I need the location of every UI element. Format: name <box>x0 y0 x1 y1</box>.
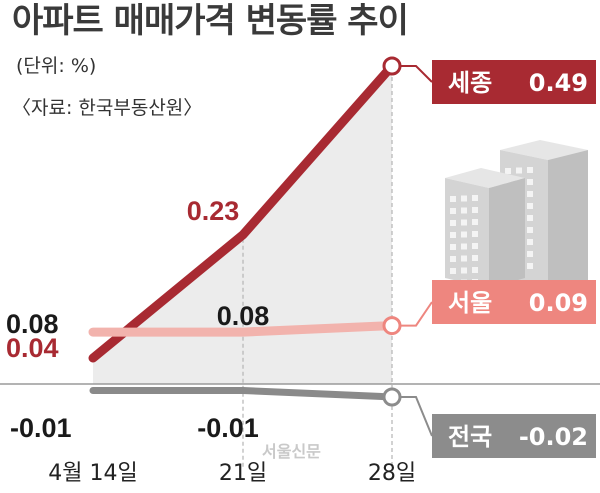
legend-tag <box>432 60 596 104</box>
building-window <box>461 219 467 226</box>
building-window <box>472 195 478 201</box>
legend-tag-name: 전국 <box>448 423 492 451</box>
building-roof <box>445 168 525 188</box>
building-window <box>527 239 533 245</box>
building-window <box>461 207 467 214</box>
building-window <box>527 179 533 185</box>
legend-tag-value: 0.49 <box>529 69 588 97</box>
building-window <box>450 196 456 202</box>
data-label: 0.08 <box>6 309 59 339</box>
series-end-marker <box>382 387 402 407</box>
background-layer <box>93 66 392 384</box>
building-side <box>489 178 525 288</box>
building-window <box>527 215 533 221</box>
source-note: 〈자료: 한국부동산원〉 <box>12 97 202 119</box>
building-window <box>461 267 467 274</box>
building-window <box>450 208 456 214</box>
building-window <box>450 256 456 262</box>
legend-leader <box>401 301 433 327</box>
building-window <box>527 251 533 257</box>
building-window <box>527 203 533 209</box>
building-window <box>450 244 456 250</box>
legend-tags: 세종 0.49 서울 0.09 전국 -0.02 <box>401 60 596 458</box>
data-label: -0.01 <box>197 413 259 443</box>
building-window <box>461 231 467 238</box>
building-window <box>527 191 533 197</box>
building-window <box>527 227 533 233</box>
data-label: 0.23 <box>187 196 240 226</box>
building-window <box>450 268 456 274</box>
axis-layer: 4월 14일 21일 28일 <box>0 70 600 486</box>
series-line <box>88 61 397 363</box>
x-tick-label: 28일 <box>368 461 416 486</box>
building-window <box>450 232 456 238</box>
legend-tag-name: 세종 <box>448 69 492 97</box>
building-roof <box>500 140 588 160</box>
building-window <box>461 195 467 202</box>
building-window <box>472 207 478 213</box>
building-window <box>527 167 533 173</box>
legend-tag-name: 서울 <box>448 289 492 317</box>
legend-tag-value: 0.09 <box>529 289 588 317</box>
building-window <box>505 168 511 174</box>
data-label: 0.08 <box>217 301 270 331</box>
building-side <box>548 150 588 290</box>
legend-tag-value: -0.02 <box>519 423 588 451</box>
series-end-marker <box>382 316 402 336</box>
series-layer <box>88 56 402 407</box>
data-label: -0.01 <box>10 413 72 443</box>
x-tick-label: 21일 <box>219 461 267 486</box>
building-window <box>461 255 467 262</box>
building-window <box>472 219 478 225</box>
watermark-text: 서울신문 <box>262 442 321 461</box>
legend-tag <box>432 414 596 458</box>
building-window <box>472 267 478 273</box>
data-label: 0.04 <box>6 333 59 363</box>
building-window <box>472 243 478 249</box>
building-window <box>472 231 478 237</box>
legend-leader <box>401 395 433 437</box>
building-window <box>472 255 478 261</box>
series-line <box>88 321 397 337</box>
building-window <box>516 167 522 174</box>
building-illustration <box>445 140 588 298</box>
legend-leader <box>401 65 433 83</box>
series-line <box>89 386 396 401</box>
unit-note: (단위: %) <box>16 55 96 77</box>
building-window <box>527 263 533 269</box>
legend-tag <box>432 280 596 324</box>
building-window <box>450 220 456 226</box>
x-tick-label: 4월 14일 <box>48 461 137 486</box>
area-fill <box>93 66 392 384</box>
series-end-marker <box>382 56 402 76</box>
label-layer: 0.04 0.23 0.08 0.08 -0.01 -0.01 <box>6 196 269 443</box>
building-window <box>461 243 467 250</box>
chart-title: 아파트 매매가격 변동률 추이 <box>12 1 408 41</box>
